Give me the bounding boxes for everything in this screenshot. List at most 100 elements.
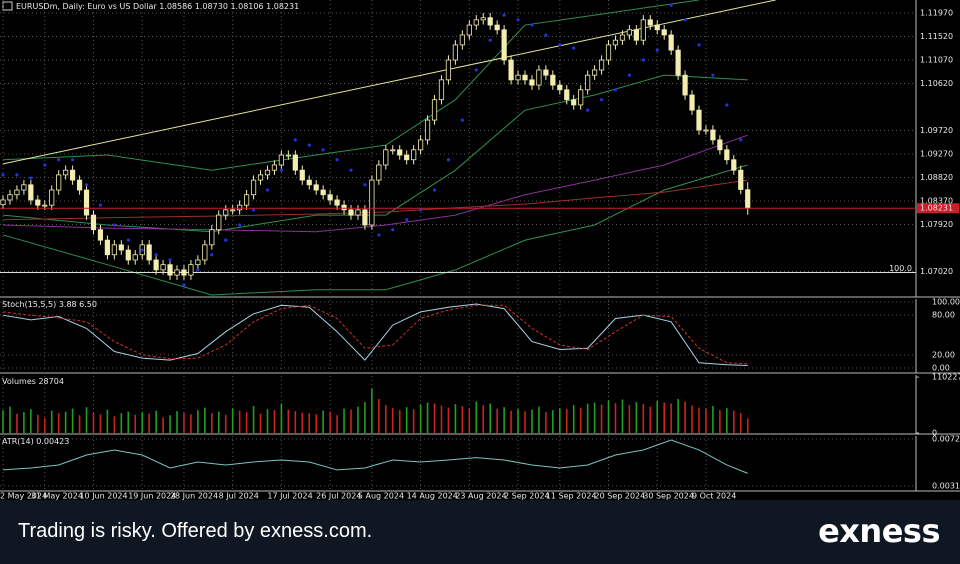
- candle-body: [501, 29, 507, 61]
- sar-dot: [293, 138, 297, 142]
- candle-body: [237, 204, 243, 211]
- candle-body: [592, 69, 598, 76]
- candle-body: [202, 244, 208, 261]
- candle-body: [515, 74, 521, 81]
- sar-dot: [544, 33, 548, 37]
- open: 1.08586: [159, 2, 192, 11]
- sar-dot: [238, 223, 242, 227]
- sar-dot: [391, 228, 395, 232]
- candle-body: [383, 149, 389, 166]
- candle-body: [132, 254, 138, 261]
- candle-body: [438, 79, 445, 101]
- candle-body: [369, 179, 375, 226]
- candle-body: [28, 184, 34, 201]
- sar-dot: [57, 158, 61, 162]
- sar-dot: [349, 168, 353, 172]
- y-tick-label: 1.07020: [920, 267, 953, 276]
- candle-body: [209, 229, 215, 246]
- x-tick-label: 30 Sep 2024: [643, 492, 694, 501]
- x-tick-label: 28 Jun 2024: [170, 492, 218, 501]
- sar-dot: [697, 43, 701, 47]
- sar-dot: [279, 168, 283, 172]
- chart-header: EURUSDm, Daily: Euro vs US Dollar 1.0858…: [16, 2, 299, 11]
- sar-dot: [140, 248, 144, 252]
- candle-body: [452, 44, 459, 61]
- y-tick-label: 0.00: [932, 364, 950, 373]
- candle-body: [738, 169, 744, 190]
- candle-body: [550, 74, 556, 86]
- sar-dot: [446, 158, 451, 162]
- indicator-line: [2, 74, 748, 233]
- candle-body: [654, 24, 660, 31]
- candle-body: [174, 269, 180, 276]
- value: 6.50: [79, 300, 97, 309]
- indicator-line: [2, 304, 748, 365]
- candle-body: [682, 74, 688, 96]
- title: ATR(14): [2, 437, 34, 446]
- candle-body: [585, 74, 591, 91]
- candle-body: [522, 74, 528, 81]
- candle-body: [83, 189, 90, 216]
- sar-dot: [363, 183, 367, 187]
- candle-body: [494, 24, 500, 31]
- candle-body: [473, 19, 479, 26]
- sar-dot: [1, 173, 5, 177]
- candle-body: [167, 264, 173, 276]
- candle-body: [543, 69, 549, 76]
- last-price-label: 1.08231: [920, 204, 953, 213]
- sar-dot: [502, 13, 506, 17]
- sar-dot: [516, 18, 520, 22]
- candle-body: [320, 189, 326, 196]
- close: 1.08231: [266, 2, 299, 11]
- candle-body: [564, 89, 570, 101]
- sar-dot: [307, 143, 311, 147]
- candle-body: [223, 209, 229, 216]
- x-tick-label: 17 Jul 2024: [267, 492, 312, 501]
- candle-body: [216, 214, 222, 231]
- sar-dot: [725, 103, 729, 107]
- candle-body: [160, 264, 166, 271]
- candle-body: [35, 199, 41, 206]
- value: 28704: [38, 377, 63, 386]
- sar-dot: [84, 183, 89, 187]
- candle-body: [397, 149, 403, 156]
- sar-dot: [196, 268, 200, 272]
- candle-body: [264, 169, 271, 176]
- x-tick-label: 11 Sep 2024: [546, 492, 597, 501]
- symbol: EURUSDm, Daily: Euro vs US Dollar: [16, 2, 157, 11]
- indicator-line: [2, 164, 748, 296]
- sar-dot: [182, 283, 186, 287]
- sar-dot: [43, 163, 47, 167]
- candle-body: [466, 24, 472, 36]
- candle-body: [668, 34, 674, 51]
- candle-body: [745, 189, 751, 209]
- candle-body: [508, 59, 514, 81]
- sar-dot: [488, 38, 492, 42]
- candle-body: [334, 199, 340, 206]
- candle-body: [230, 209, 236, 212]
- y-tick-label: 1.08370: [920, 196, 953, 205]
- candle-body: [696, 109, 702, 131]
- y-tick-label: 1.08820: [920, 173, 953, 182]
- sar-dot: [251, 208, 256, 212]
- sar-dot: [613, 88, 618, 92]
- candle-body: [292, 154, 298, 171]
- sar-dot: [15, 173, 19, 177]
- candle-body: [640, 19, 646, 41]
- candle-body: [612, 39, 619, 46]
- stoch-title: Stoch(15,5,5) 3.88 6.50: [2, 300, 97, 309]
- candle-body: [417, 139, 424, 151]
- candle-body: [278, 154, 285, 166]
- x-tick-label: 2 May 2024: [0, 492, 47, 501]
- candle-body: [480, 17, 486, 21]
- y-tick-label: 0.00314: [932, 481, 960, 490]
- indicator-line: [2, 303, 748, 366]
- sar-dot: [627, 73, 632, 77]
- candle-body: [536, 69, 542, 86]
- sar-dot: [739, 138, 743, 142]
- x-tick-label: 31 May 2024: [31, 492, 83, 501]
- title: Stoch(15,5,5): [2, 300, 56, 309]
- candle-body: [49, 189, 55, 206]
- title: Volumes: [2, 377, 36, 386]
